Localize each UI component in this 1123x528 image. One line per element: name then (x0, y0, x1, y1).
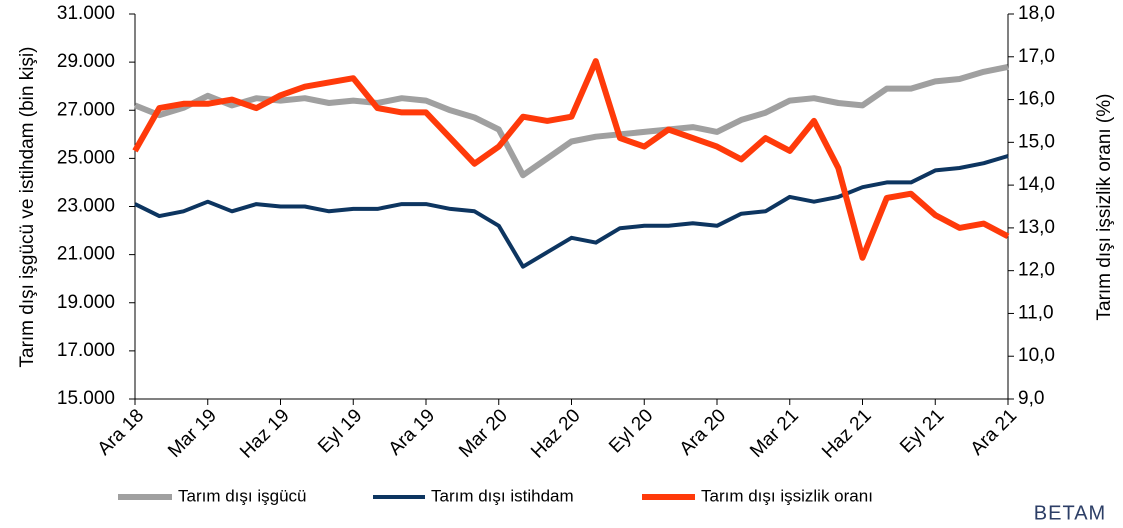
y2-tick-label: 9,0 (1018, 388, 1044, 409)
logo: BETAM (1034, 502, 1106, 524)
legend-label: Tarım dışı istihdam (431, 486, 574, 505)
x-tick-label: Haz 19 (236, 405, 293, 462)
y-tick-label: 29.000 (57, 51, 115, 72)
y2-tick-label: 18,0 (1018, 3, 1055, 24)
y-tick-label: 17.000 (57, 340, 115, 361)
series-line (133, 63, 1009, 179)
x-tick-label: Mar 21 (746, 405, 803, 462)
y2-tick-label: 13,0 (1018, 217, 1055, 238)
legend-label: Tarım dışı işsizlik oranı (701, 486, 873, 505)
series-line (132, 58, 1010, 261)
y2-tick-label: 11,0 (1018, 302, 1054, 323)
y-tick-label: 27.000 (57, 99, 115, 120)
y2-tick-label: 10,0 (1018, 345, 1055, 366)
y2-tick-label: 15,0 (1018, 131, 1055, 152)
series-line (134, 154, 1009, 269)
x-tick-label: Haz 21 (818, 405, 875, 462)
y-tick-label: 23.000 (57, 196, 115, 217)
x-tick-label: Eyl 21 (896, 405, 948, 457)
y2-tick-label: 12,0 (1018, 260, 1055, 281)
x-tick-label: Mar 20 (455, 405, 512, 462)
x-tick-label: Eyl 20 (605, 405, 657, 457)
y-axis-label: Tarım dışı işgücü ve istihdam (bin kişi) (17, 47, 38, 368)
y2-tick-label: 14,0 (1018, 174, 1055, 195)
y2-axis-label: Tarım dışı işsizlik oranı (%) (1094, 94, 1115, 321)
y-tick-label: 15.000 (57, 388, 115, 409)
y-tick-label: 21.000 (57, 244, 115, 265)
x-tick-label: Ara 18 (94, 405, 148, 459)
y2-tick-label: 17,0 (1018, 46, 1055, 67)
x-tick-label: Ara 20 (676, 405, 730, 459)
x-tick-label: Ara 19 (385, 405, 439, 459)
y-tick-label: 31.000 (57, 3, 115, 24)
y-tick-label: 25.000 (57, 147, 115, 168)
x-tick-label: Eyl 19 (314, 405, 366, 457)
x-tick-label: Ara 21 (967, 405, 1021, 459)
y2-tick-label: 16,0 (1018, 89, 1055, 110)
y-tick-label: 19.000 (57, 292, 115, 313)
legend-label: Tarım dışı işgücü (178, 486, 307, 505)
x-tick-label: Haz 20 (527, 405, 584, 462)
x-tick-label: Mar 19 (164, 405, 221, 462)
